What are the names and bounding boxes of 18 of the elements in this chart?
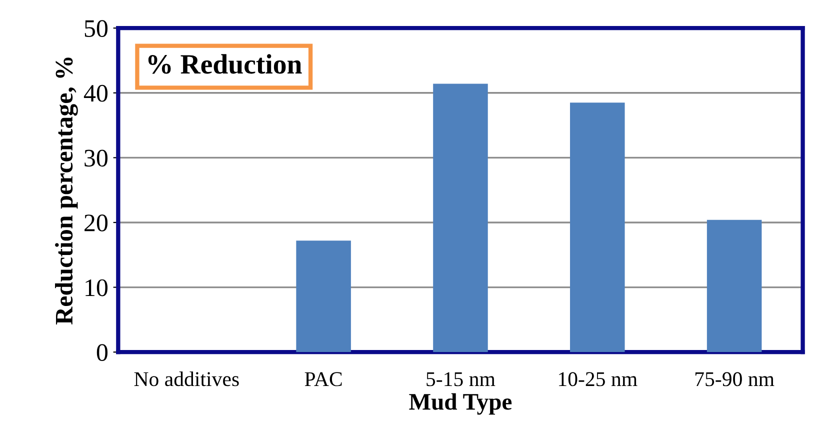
x-tick-label: 5-15 nm (426, 372, 496, 386)
y-axis-title: Reduction percentage, % (55, 58, 78, 324)
y-tick-label: 20 (84, 214, 108, 232)
y-tick-label: 50 (84, 20, 108, 37)
text: % Reduction (148, 54, 302, 74)
bar (433, 84, 488, 352)
x-tick-label: 75-90 nm (695, 372, 774, 386)
bar (296, 240, 351, 352)
bar (706, 220, 762, 352)
x-axis-title: Mud Type (409, 393, 512, 415)
y-tick-label: 30 (84, 150, 108, 167)
x-tick-label: PAC (304, 372, 342, 386)
y-tick-label: 0 (96, 344, 108, 361)
x-tick-label: No additives (134, 372, 239, 386)
x-tick-label: 10-25 nm (559, 372, 638, 386)
y-tick-label: 40 (84, 84, 108, 102)
bar (570, 102, 625, 352)
y-tick-label: 10 (86, 279, 108, 296)
